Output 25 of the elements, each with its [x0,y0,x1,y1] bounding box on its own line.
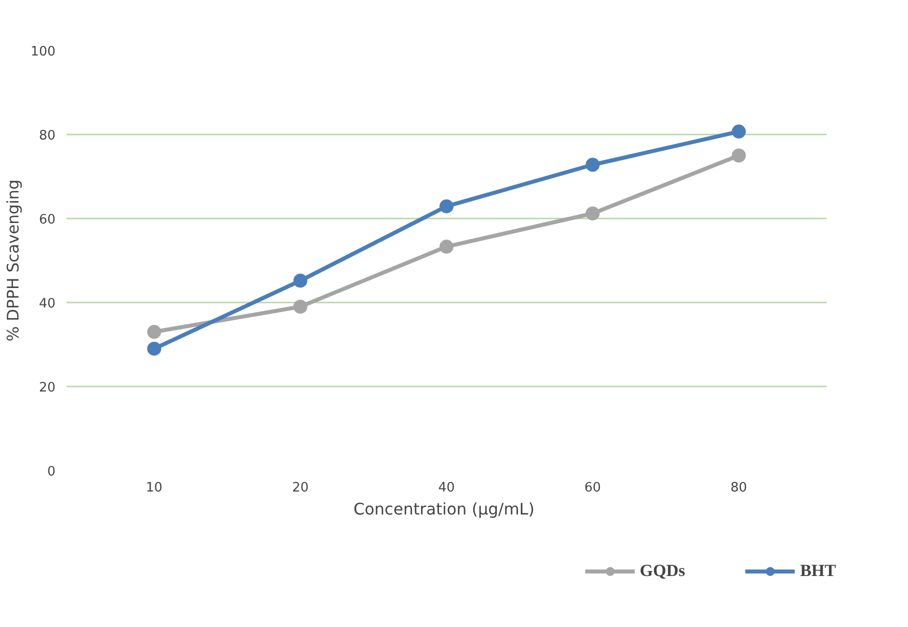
x-tick-label: 40 [438,480,455,496]
y-tick-label: 100 [30,44,56,60]
x-tick-label: 60 [584,480,601,496]
point [586,206,600,220]
point [586,158,600,172]
point [440,199,454,214]
y-tick-label: 60 [38,212,56,228]
y-tick-label: 20 [38,380,56,396]
y-tick-label: 0 [47,464,56,480]
point [293,274,308,288]
legend-label: GQDs [640,560,686,580]
x-tick-label: 10 [146,480,162,496]
legend-label: BHT [800,560,836,580]
point [147,324,162,339]
y-tick-label: 40 [38,296,56,312]
point [147,342,162,356]
x-tick-label: 80 [730,480,748,496]
x-tick-label: 20 [292,480,309,496]
point [732,124,746,139]
point [732,148,746,162]
y-axis-title: % DPPH Scavenging [4,179,23,342]
y-tick-label: 80 [38,128,56,144]
x-axis-title: Concentration (µg/mL) [353,500,534,518]
point [293,300,308,314]
point [440,240,454,254]
